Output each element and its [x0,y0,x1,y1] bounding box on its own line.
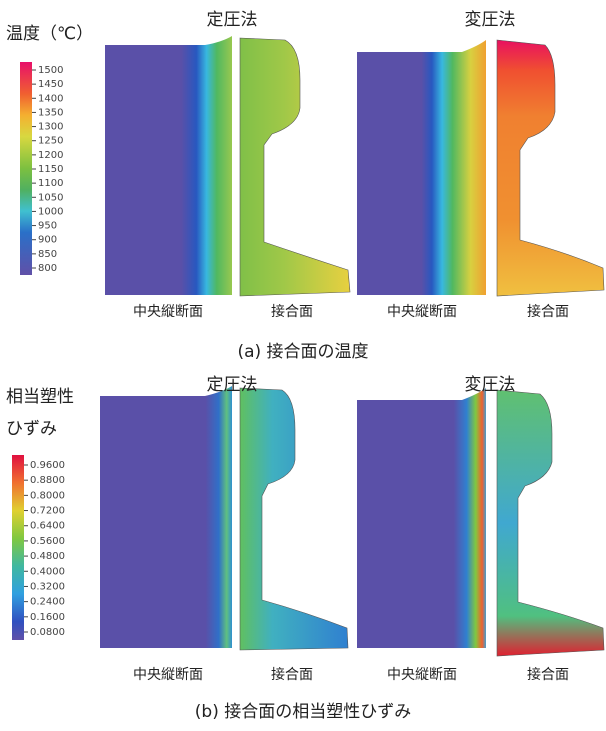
colorbar-tick-label: 0.8800 [30,475,65,486]
colorbar-tick-label: 0.4800 [30,551,65,562]
colorbar-tick-label: 1200 [38,150,63,161]
colorbar-tick-label: 1050 [38,192,63,203]
colorbar-tick-label: 1250 [38,136,63,147]
section-plot [105,36,232,295]
section-label: 中央縦断面 [133,304,203,320]
colorbar-tick-label: 0.2400 [30,597,65,608]
colorbar-tick-label: 0.5600 [30,536,65,547]
method-label: 定圧法 [207,10,258,30]
panel-b [12,386,605,657]
colorbar-tick-label: 1300 [38,122,63,133]
method-label: 定圧法 [207,375,258,395]
colorbar-tick-label: 850 [38,249,57,260]
colorbar-tick-label: 1000 [38,206,63,217]
colorbar-title: ひずみ [6,419,57,439]
colorbar-title: 相当塑性 [6,387,74,407]
caption: (b) 接合面の相当塑性ひずみ [195,702,411,722]
method-label: 変圧法 [465,375,516,395]
colorbar-tick-label: 1350 [38,107,63,118]
caption: (a) 接合面の温度 [237,342,368,362]
section-label: 中央縦断面 [133,667,203,683]
colorbar-tick-label: 0.0800 [30,627,65,638]
colorbar-tick-label: 800 [38,263,57,274]
colorbar-tick-label: 0.6400 [30,521,65,532]
section-plot [496,39,605,297]
section-plot [239,37,351,297]
section-label: 接合面 [271,666,313,683]
section-label: 中央縦断面 [387,667,457,683]
section-label: 接合面 [527,303,569,320]
colorbar-tick-label: 1400 [38,93,63,104]
section-plot [357,40,486,295]
colorbar [12,455,24,640]
colorbar-tick-label: 0.8000 [30,490,65,501]
colorbar [20,62,32,275]
section-plot [496,389,605,657]
panel-a [20,36,605,297]
colorbar-tick-label: 1450 [38,79,63,90]
colorbar-tick-label: 0.4000 [30,566,65,577]
section-label: 接合面 [527,666,569,683]
method-label: 変圧法 [465,10,516,30]
colorbar-tick-label: 0.9600 [30,460,65,471]
colorbar-tick-label: 0.1600 [30,612,65,623]
colorbar-tick-label: 0.3200 [30,581,65,592]
section-plot [100,386,232,648]
colorbar-tick-label: 950 [38,221,57,232]
colorbar-tick-label: 0.7200 [30,506,65,517]
colorbar-tick-label: 1500 [38,65,63,76]
section-label: 中央縦断面 [387,304,457,320]
section-plot [357,388,486,648]
colorbar-tick-label: 1150 [38,164,63,175]
colorbar-tick-label: 1100 [38,178,63,189]
section-label: 接合面 [271,303,313,320]
section-plot [239,387,349,651]
colorbar-tick-label: 900 [38,235,57,246]
colorbar-title: 温度（℃） [6,24,93,44]
